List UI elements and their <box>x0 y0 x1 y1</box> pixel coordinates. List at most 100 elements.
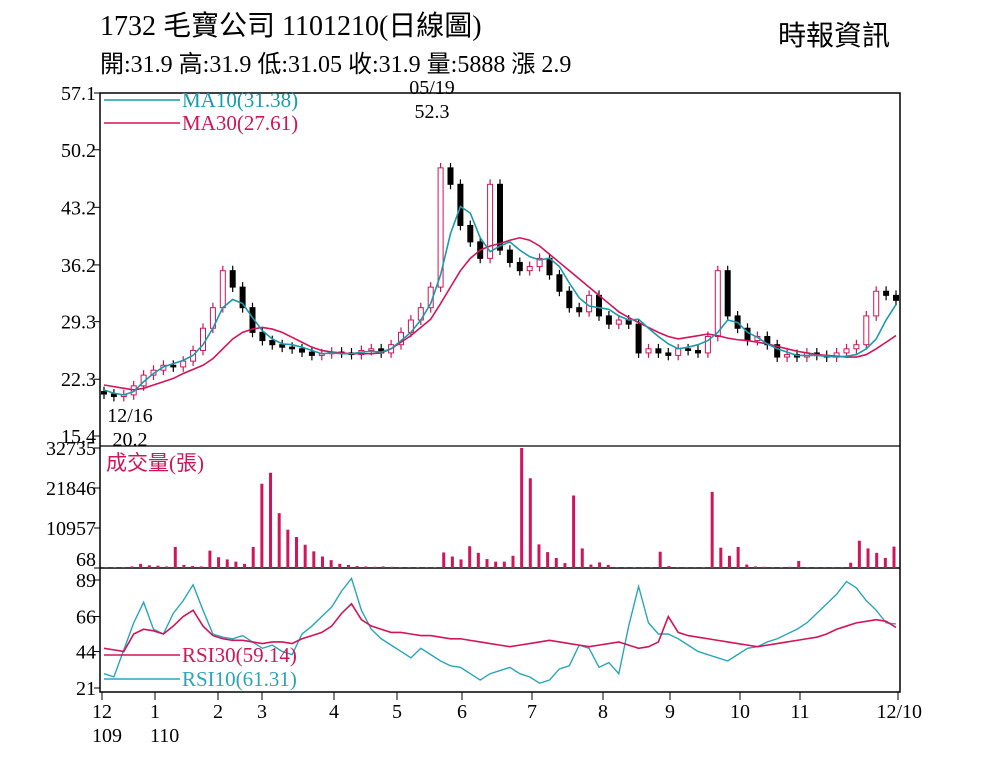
volume-bar <box>866 548 870 568</box>
volume-bar <box>814 567 818 568</box>
candle-body <box>695 349 701 354</box>
candle-body <box>506 249 513 263</box>
volume-bar <box>719 547 723 568</box>
chart-title: 1732 毛寶公司 1101210(日線圖) <box>100 11 482 42</box>
volume-bar <box>485 559 489 568</box>
volume-bar <box>390 566 394 568</box>
volume-bar <box>745 564 749 568</box>
candle-body <box>853 344 860 350</box>
volume-bar <box>788 566 792 568</box>
candle-body <box>279 344 286 348</box>
rsi10-line <box>103 576 897 685</box>
volume-bar <box>320 556 324 568</box>
candle-body <box>239 286 246 309</box>
candle-body <box>724 270 731 317</box>
candle-body <box>843 348 850 354</box>
rsi-tick-label: 44 <box>76 641 96 663</box>
rsi-tick-label: 66 <box>76 607 96 629</box>
rsi-legend: RSI30(59.14)RSI10(61.31) <box>104 643 297 691</box>
volume-bar <box>753 566 757 568</box>
price-tick-label: 57.1 <box>61 83 96 105</box>
candle-body <box>526 266 533 272</box>
volume-bar <box>442 552 446 568</box>
ma10-legend-label: MA10(31.38) <box>182 88 298 112</box>
volume-bar <box>563 563 567 568</box>
candle-body <box>229 270 236 288</box>
volume-bar <box>624 567 628 568</box>
volume-bar <box>589 564 593 568</box>
candle-body <box>665 352 672 356</box>
rsi-tick-label: 89 <box>76 570 96 592</box>
low-date-label: 12/16 <box>107 405 153 427</box>
volume-bar <box>572 495 576 568</box>
rsi10-legend-label: RSI10(61.31) <box>182 667 297 691</box>
volume-bar <box>424 567 428 568</box>
volume-bar <box>650 567 654 568</box>
volume-bar <box>346 564 350 568</box>
volume-bar <box>165 566 169 568</box>
volume-bar <box>407 567 411 568</box>
volume-bar <box>883 557 887 568</box>
volume-bar <box>511 555 515 568</box>
candle-body <box>883 290 890 296</box>
volume-bar <box>771 567 775 568</box>
volume-bar <box>892 546 896 568</box>
ma10-line <box>103 205 897 396</box>
ma30-line <box>103 236 897 391</box>
volume-panel: 32735 21846 10957 68 成交量(張) <box>46 438 896 571</box>
volume-bar <box>199 566 203 568</box>
peak-value-label: 52.3 <box>415 101 450 123</box>
volume-bar <box>701 567 705 568</box>
volume-bar <box>554 557 558 568</box>
x-year-label: 109 <box>92 725 122 747</box>
ma30-legend-label: MA30(27.61) <box>182 111 298 135</box>
candle-body <box>269 340 276 346</box>
volume-bar <box>251 546 255 568</box>
candle-body <box>467 224 474 243</box>
rsi30-legend-label: RSI30(59.14) <box>182 643 297 667</box>
volume-bar <box>295 537 299 568</box>
volume-bar <box>658 551 662 568</box>
candle-body <box>873 290 880 317</box>
volume-bar <box>502 561 506 568</box>
price-tick-label: 43.2 <box>61 197 96 219</box>
volume-bar <box>329 560 333 568</box>
volume-bar <box>641 567 645 568</box>
x-tick-label: 7 <box>527 701 537 723</box>
volume-bar <box>840 567 844 568</box>
volume-bar <box>580 548 584 568</box>
candle-body <box>675 348 682 356</box>
volume-bar <box>459 559 463 568</box>
volume-bar <box>286 529 290 568</box>
volume-bar <box>269 472 273 568</box>
low-value-label: 20.2 <box>113 429 148 451</box>
volume-bar <box>736 546 740 568</box>
candle-body <box>101 391 107 395</box>
volume-bar <box>831 567 835 568</box>
volume-bar <box>372 566 376 568</box>
price-tick-label: 15.4 <box>61 426 96 448</box>
volume-bar <box>468 546 472 568</box>
volume-bar <box>450 556 454 568</box>
x-tick-label: 11 <box>790 701 809 723</box>
price-tick-label: 50.2 <box>61 140 96 162</box>
candle-body <box>447 167 454 185</box>
candle-body <box>180 360 187 368</box>
x-year-label: 110 <box>150 725 179 747</box>
volume-bar <box>191 566 195 568</box>
volume-legend-label: 成交量(張) <box>106 451 204 475</box>
volume-bar <box>398 567 402 568</box>
candle-body <box>219 270 226 309</box>
candle-body <box>596 294 602 317</box>
volume-bar <box>303 544 307 568</box>
volume-bar <box>546 552 550 568</box>
volume-bar <box>364 566 368 568</box>
x-tick-label: 4 <box>329 701 339 723</box>
x-tick-label: 5 <box>392 701 402 723</box>
volume-bar <box>598 562 602 568</box>
volume-bars <box>104 448 896 568</box>
volume-bar <box>710 491 714 568</box>
volume-bar <box>797 560 801 568</box>
